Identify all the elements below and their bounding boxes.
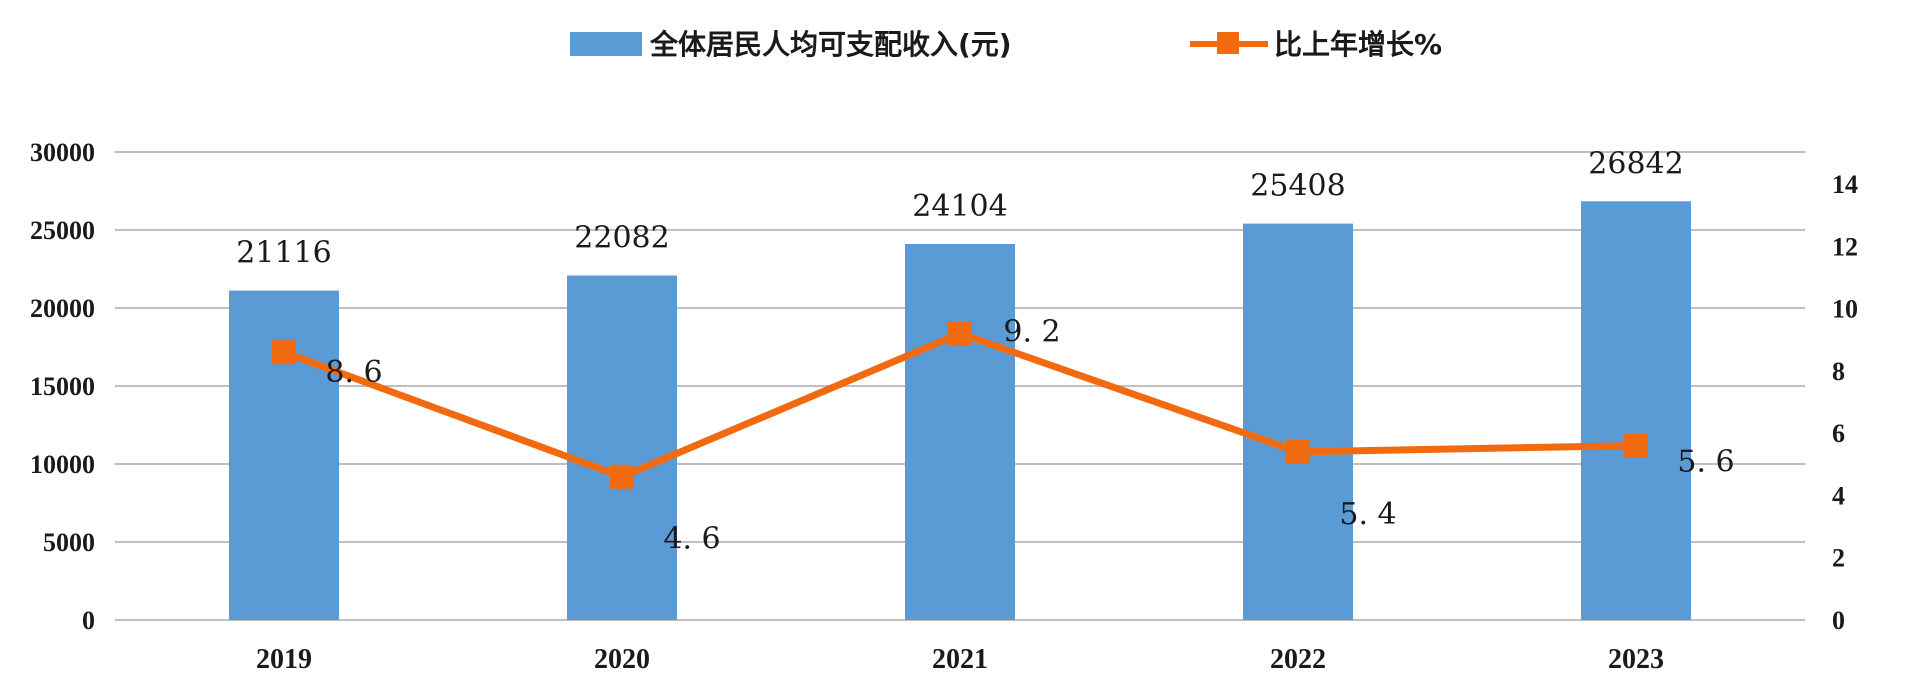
- x-tick-label: 2021: [932, 644, 988, 675]
- y-right-tick-label: 8: [1832, 357, 1845, 386]
- y-right-tick-label: 14: [1832, 170, 1858, 199]
- bar-value-label: 22082: [574, 221, 669, 256]
- bar-value-label: 26842: [1588, 146, 1683, 181]
- line-marker: [272, 340, 296, 365]
- y-left-tick-label: 15000: [30, 372, 95, 401]
- y-left-tick-label: 10000: [30, 450, 95, 479]
- line-marker: [1624, 433, 1648, 458]
- bar-value-label: 24104: [912, 189, 1007, 224]
- bar: [567, 275, 677, 620]
- bar: [229, 290, 339, 620]
- y-right-tick-label: 4: [1832, 481, 1845, 510]
- line-marker: [948, 321, 972, 346]
- bar-value-label: 21116: [236, 236, 331, 271]
- line-value-label: 5. 6: [1677, 445, 1734, 480]
- legend-label-line: 比上年增长%: [1274, 28, 1442, 61]
- bar: [905, 243, 1015, 620]
- line-marker: [610, 464, 634, 489]
- y-right-tick-label: 6: [1832, 419, 1845, 448]
- y-left-tick-label: 5000: [43, 528, 95, 557]
- bar: [1581, 201, 1691, 620]
- y-right-tick-label: 10: [1832, 295, 1858, 324]
- line-marker: [1286, 439, 1310, 464]
- y-left-tick-label: 25000: [30, 216, 95, 245]
- y-right-tick-label: 12: [1832, 232, 1858, 261]
- y-left-tick-label: 20000: [30, 294, 95, 323]
- line-value-label: 8. 6: [325, 355, 382, 390]
- line-value-label: 4. 6: [663, 522, 720, 557]
- y-left-tick-label: 0: [82, 606, 95, 635]
- x-tick-label: 2020: [594, 644, 650, 675]
- line-value-label: 9. 2: [1003, 314, 1060, 349]
- legend-label-bar: 全体居民人均可支配收入(元): [649, 28, 1012, 61]
- x-tick-label: 2023: [1608, 644, 1664, 675]
- bar: [1243, 223, 1353, 620]
- x-tick-label: 2019: [256, 644, 312, 675]
- bar-value-label: 25408: [1250, 169, 1345, 204]
- y-right-tick-label: 0: [1832, 606, 1845, 635]
- legend-swatch-bar: [570, 32, 642, 56]
- x-tick-label: 2022: [1270, 644, 1326, 675]
- legend-marker-line: [1217, 32, 1239, 54]
- y-left-tick-label: 30000: [30, 138, 95, 167]
- line-value-label: 5. 4: [1339, 497, 1396, 532]
- y-right-tick-label: 2: [1832, 544, 1845, 573]
